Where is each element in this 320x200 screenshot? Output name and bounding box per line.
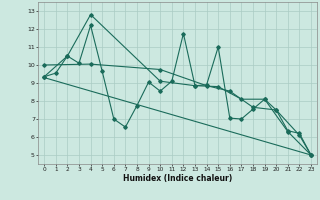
- X-axis label: Humidex (Indice chaleur): Humidex (Indice chaleur): [123, 174, 232, 183]
